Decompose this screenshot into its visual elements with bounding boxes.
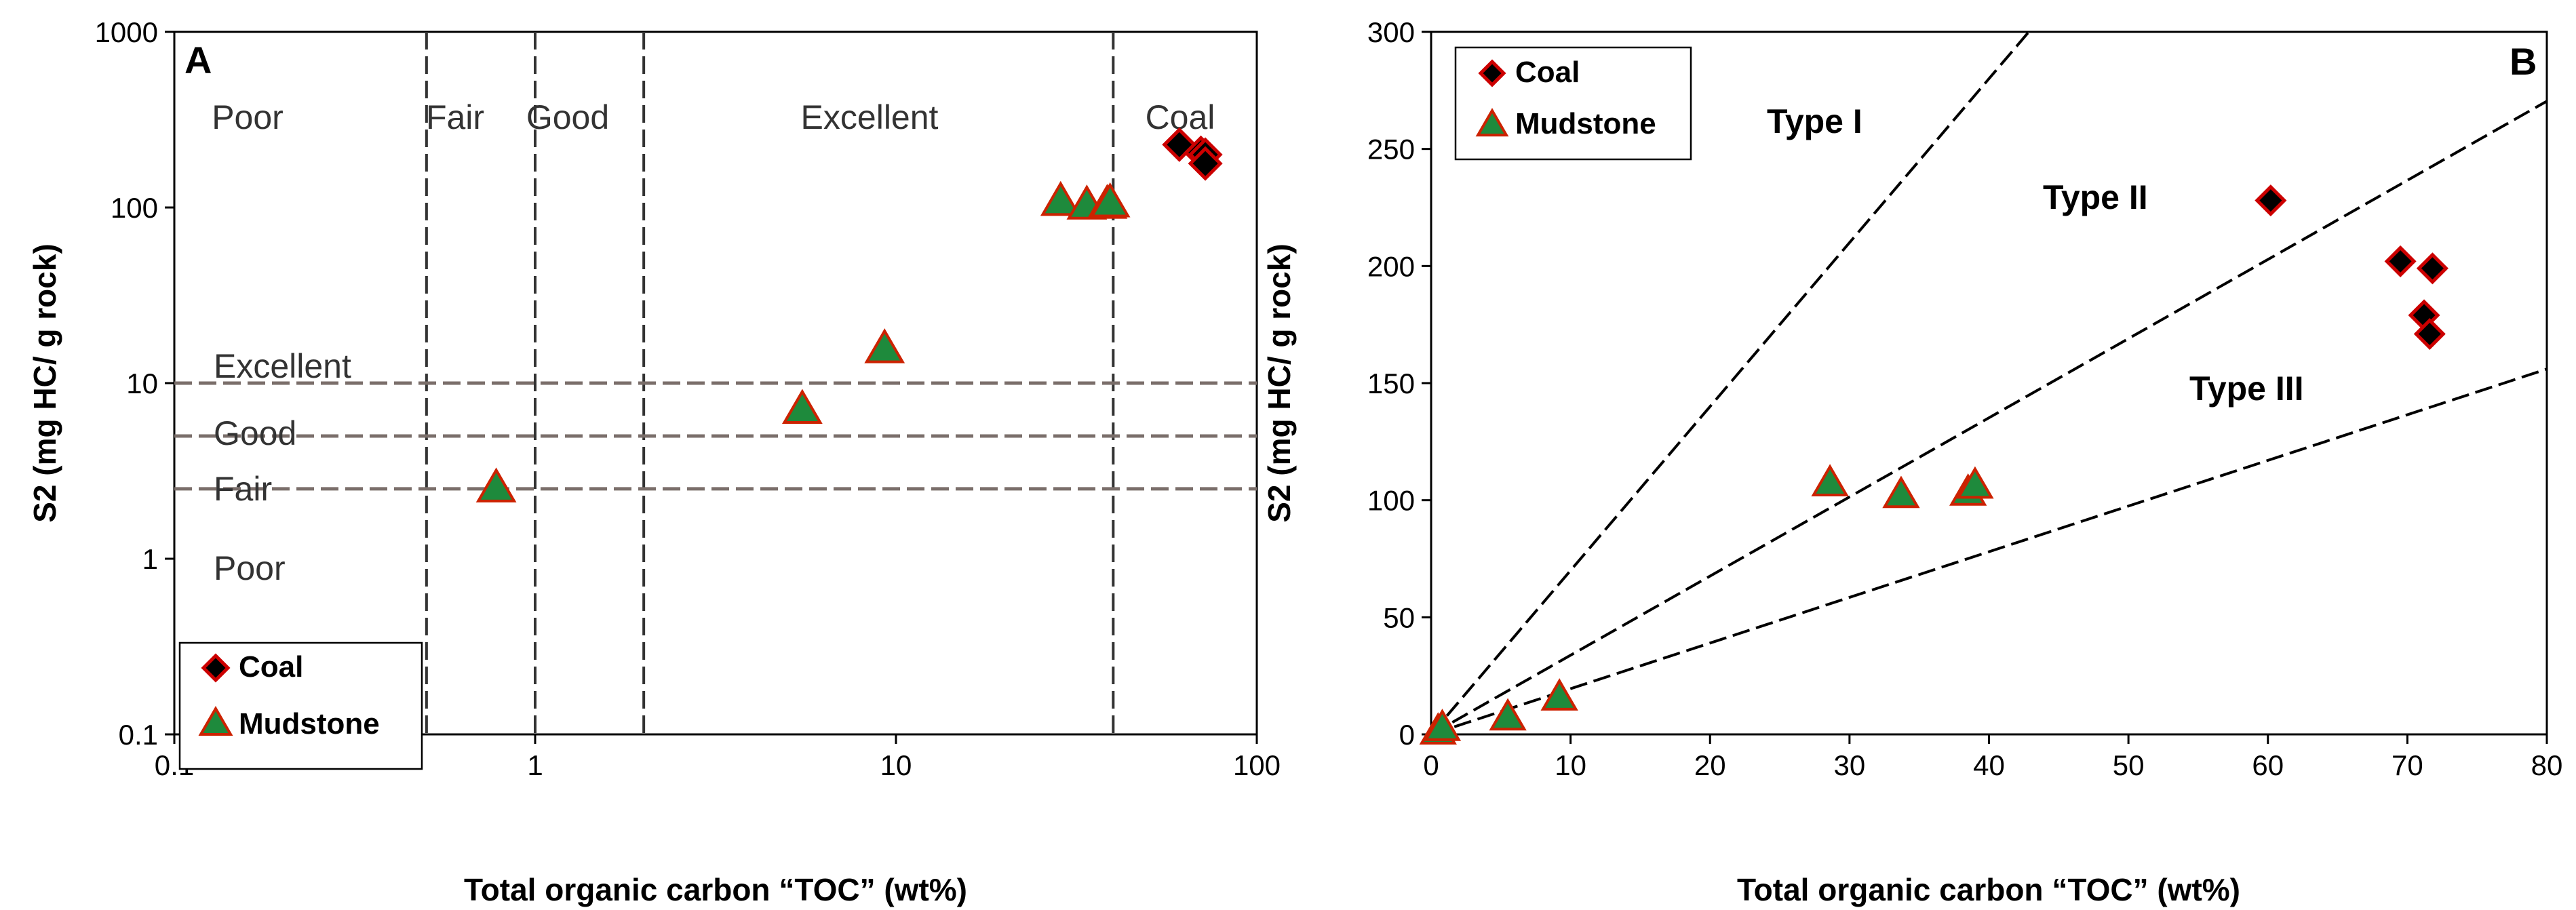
a-x-tick-label: 1 bbox=[527, 749, 543, 781]
panel-a-legend-coal-marker bbox=[201, 653, 231, 683]
b-x-tick-label: 10 bbox=[1555, 749, 1586, 781]
b-mudstone-point bbox=[1956, 466, 1994, 499]
b-x-tick-label: 50 bbox=[2113, 749, 2145, 781]
a-x-tick-label: 100 bbox=[1233, 749, 1281, 781]
a-y-tick-label: 100 bbox=[111, 192, 158, 224]
b-kerogen-line bbox=[1430, 31, 2030, 736]
panel-b-letter: B bbox=[2510, 40, 2537, 83]
panel-a-y-ticks: 0.1 1 10 100 1000 bbox=[95, 16, 174, 751]
b-legend-diamond bbox=[1478, 59, 1506, 87]
a-top-label-excellent: Excellent bbox=[801, 98, 939, 136]
panel-b-y-ticks: 0 50 100 150 200 250 300 bbox=[1367, 16, 1431, 751]
a-y-tick-label: 1000 bbox=[95, 16, 158, 48]
a-top-label-fair: Fair bbox=[426, 98, 484, 136]
b-coal-point bbox=[2384, 245, 2417, 277]
b-kerogen-line bbox=[1430, 368, 2548, 736]
panel-a-y-axis-title: S2 (mg HC/ g rock) bbox=[27, 243, 62, 523]
panel-a-points bbox=[475, 127, 1223, 502]
panel-b-points bbox=[1419, 184, 2448, 745]
b-x-tick-label: 80 bbox=[2531, 749, 2563, 781]
panel-b-legend-coal-marker bbox=[1478, 59, 1506, 87]
b-x-tick-label: 30 bbox=[1834, 749, 1866, 781]
a-legend-diamond bbox=[201, 653, 231, 683]
panel-b-type-labels: Type I Type II Type III bbox=[1767, 102, 2304, 408]
panel-b-kerogen-lines bbox=[1430, 31, 2548, 736]
a-side-label-poor: Poor bbox=[214, 549, 286, 587]
panel-b-legend-mudstone-label: Mudstone bbox=[1515, 107, 1656, 140]
a-mudstone-point bbox=[782, 389, 823, 424]
b-legend-triangle bbox=[1475, 108, 1509, 137]
panel-a-legend: Coal Mudstone bbox=[178, 641, 423, 770]
a-mudstone-point bbox=[864, 328, 905, 363]
a-x-tick-label: 10 bbox=[880, 749, 912, 781]
panel-b-y-axis-title: S2 (mg HC/ g rock) bbox=[1262, 243, 1297, 523]
a-mudstone-point bbox=[1089, 182, 1131, 218]
panel-a-legend-mudstone-marker bbox=[198, 706, 233, 736]
panel-a-region-labels: Poor Fair Good Excellent Coal Excellent … bbox=[212, 98, 1215, 587]
b-x-tick-label: 0 bbox=[1423, 749, 1439, 781]
b-type-label-ii: Type II bbox=[2043, 178, 2148, 216]
a-y-tick-label: 10 bbox=[126, 368, 158, 399]
a-mudstone-point bbox=[1040, 180, 1081, 216]
a-mudstone-point bbox=[475, 467, 517, 502]
b-x-tick-label: 70 bbox=[2392, 749, 2423, 781]
b-type-label-i: Type I bbox=[1767, 102, 1862, 140]
panel-a: Poor Fair Good Excellent Coal Excellent … bbox=[27, 16, 1281, 907]
a-coal-point bbox=[1188, 146, 1223, 181]
panel-a-legend-coal-label: Coal bbox=[239, 650, 303, 684]
a-side-label-good: Good bbox=[214, 414, 296, 452]
panel-a-legend-mudstone-label: Mudstone bbox=[239, 707, 380, 740]
b-y-tick-label: 100 bbox=[1367, 485, 1415, 517]
b-y-tick-label: 50 bbox=[1383, 601, 1415, 633]
panel-a-dividers bbox=[174, 32, 1257, 734]
panel-b-x-axis-title: Total organic carbon “TOC” (wt%) bbox=[1737, 872, 2240, 907]
a-top-label-good: Good bbox=[526, 98, 609, 136]
panel-b-legend-coal-label: Coal bbox=[1515, 56, 1580, 89]
b-coal-point bbox=[2416, 252, 2448, 285]
b-x-tick-label: 60 bbox=[2252, 749, 2284, 781]
a-top-label-poor: Poor bbox=[212, 98, 284, 136]
panel-b: Type I Type II Type III B 0 10 20 30 40 50 60 7… bbox=[1262, 16, 2562, 907]
b-mudstone-point bbox=[1811, 464, 1849, 496]
panel-a-x-axis-title: Total organic carbon “TOC” (wt%) bbox=[464, 872, 967, 907]
a-side-label-fair: Fair bbox=[214, 470, 272, 508]
b-x-tick-label: 20 bbox=[1694, 749, 1726, 781]
b-y-tick-label: 0 bbox=[1399, 719, 1415, 751]
panel-b-legend-mudstone-marker bbox=[1475, 108, 1509, 137]
a-y-tick-label: 0.1 bbox=[119, 719, 158, 751]
b-x-tick-label: 40 bbox=[1973, 749, 2005, 781]
b-coal-point bbox=[2255, 184, 2287, 217]
b-mudstone-point bbox=[1489, 698, 1527, 731]
b-mudstone-point bbox=[1882, 475, 1920, 509]
b-coal-point bbox=[2413, 317, 2446, 351]
b-y-tick-label: 300 bbox=[1367, 16, 1415, 48]
a-side-label-excellent: Excellent bbox=[214, 347, 351, 385]
panel-a-letter: A bbox=[184, 39, 212, 81]
a-y-tick-label: 1 bbox=[142, 543, 158, 575]
b-kerogen-line bbox=[1430, 100, 2548, 736]
b-y-tick-label: 250 bbox=[1367, 134, 1415, 165]
b-type-label-iii: Type III bbox=[2189, 370, 2304, 408]
b-y-tick-label: 150 bbox=[1367, 368, 1415, 399]
b-y-tick-label: 200 bbox=[1367, 250, 1415, 282]
b-mudstone-point bbox=[1540, 678, 1578, 711]
panel-b-x-ticks: 0 10 20 30 40 50 60 70 80 bbox=[1423, 734, 2562, 781]
b-mudstone-point bbox=[1423, 709, 1462, 741]
panel-b-legend: Coal Mudstone bbox=[1454, 46, 1692, 161]
a-legend-triangle bbox=[198, 706, 233, 736]
